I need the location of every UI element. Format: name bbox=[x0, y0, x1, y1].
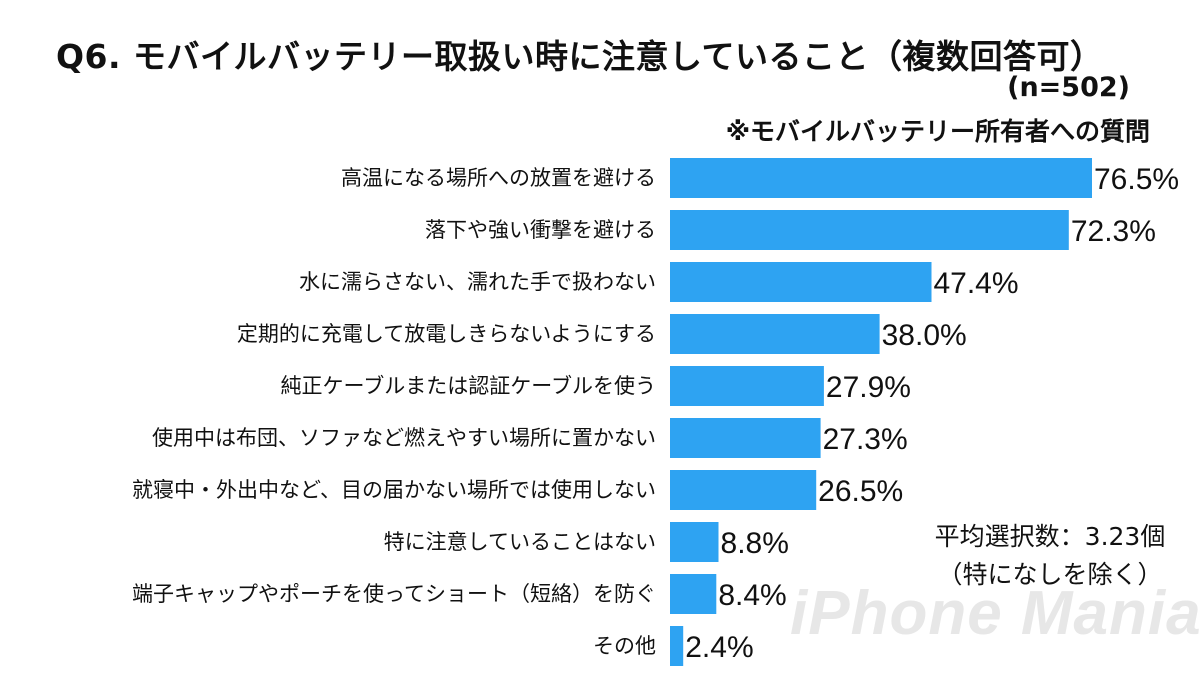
watermark-logo: iPhone Mania bbox=[790, 579, 1200, 648]
value-label: 26.5% bbox=[818, 475, 903, 508]
bar-6 bbox=[670, 418, 821, 458]
category-label: 高温になる場所への放置を避ける bbox=[341, 166, 656, 190]
category-label: 端子キャップやポーチを使ってショート（短絡）を防ぐ bbox=[132, 582, 656, 606]
bar-3 bbox=[670, 262, 932, 302]
value-label: 8.8% bbox=[721, 527, 789, 560]
bar-2 bbox=[670, 210, 1069, 250]
bar-8 bbox=[670, 522, 719, 562]
category-label: 純正ケーブルまたは認証ケーブルを使う bbox=[281, 374, 656, 398]
value-label: 8.4% bbox=[718, 579, 786, 612]
bar-7 bbox=[670, 470, 817, 510]
bar-4 bbox=[670, 314, 880, 354]
value-label: 47.4% bbox=[933, 267, 1018, 300]
category-label: 水に濡らさない、濡れた手で扱わない bbox=[299, 270, 656, 294]
value-label: 76.5% bbox=[1094, 163, 1179, 196]
value-label: 2.4% bbox=[685, 631, 753, 664]
bar-1 bbox=[670, 158, 1092, 198]
bar-9 bbox=[670, 574, 717, 614]
category-label: 定期的に充電して放電しきらないようにする bbox=[237, 322, 656, 346]
respondent-note: ※モバイルバッテリー所有者への質問 bbox=[725, 117, 1150, 146]
bar-10 bbox=[670, 626, 684, 666]
average-selection-line: 平均選択数：3.23個 bbox=[934, 522, 1166, 551]
category-label: 特に注意していることはない bbox=[384, 530, 656, 554]
bar-5 bbox=[670, 366, 824, 406]
value-label: 27.3% bbox=[823, 423, 908, 456]
value-label: 72.3% bbox=[1071, 215, 1156, 248]
average-selection-note: 平均選択数：3.23個 （特になしを除く） bbox=[920, 518, 1180, 594]
category-label: 落下や強い衝撃を避ける bbox=[425, 218, 656, 242]
sample-size: (n=502) bbox=[1007, 72, 1130, 103]
chart-title: Q6. モバイルバッテリー取扱い時に注意していること（複数回答可） bbox=[56, 37, 1104, 76]
value-label: 27.9% bbox=[826, 371, 911, 404]
category-label: 使用中は布団、ソファなど燃えやすい場所に置かない bbox=[152, 426, 656, 450]
category-label: その他 bbox=[593, 634, 656, 658]
average-selection-condition: （特になしを除く） bbox=[937, 560, 1163, 589]
category-label: 就寝中・外出中など、目の届かない場所では使用しない bbox=[132, 478, 656, 502]
value-label: 38.0% bbox=[882, 319, 967, 352]
